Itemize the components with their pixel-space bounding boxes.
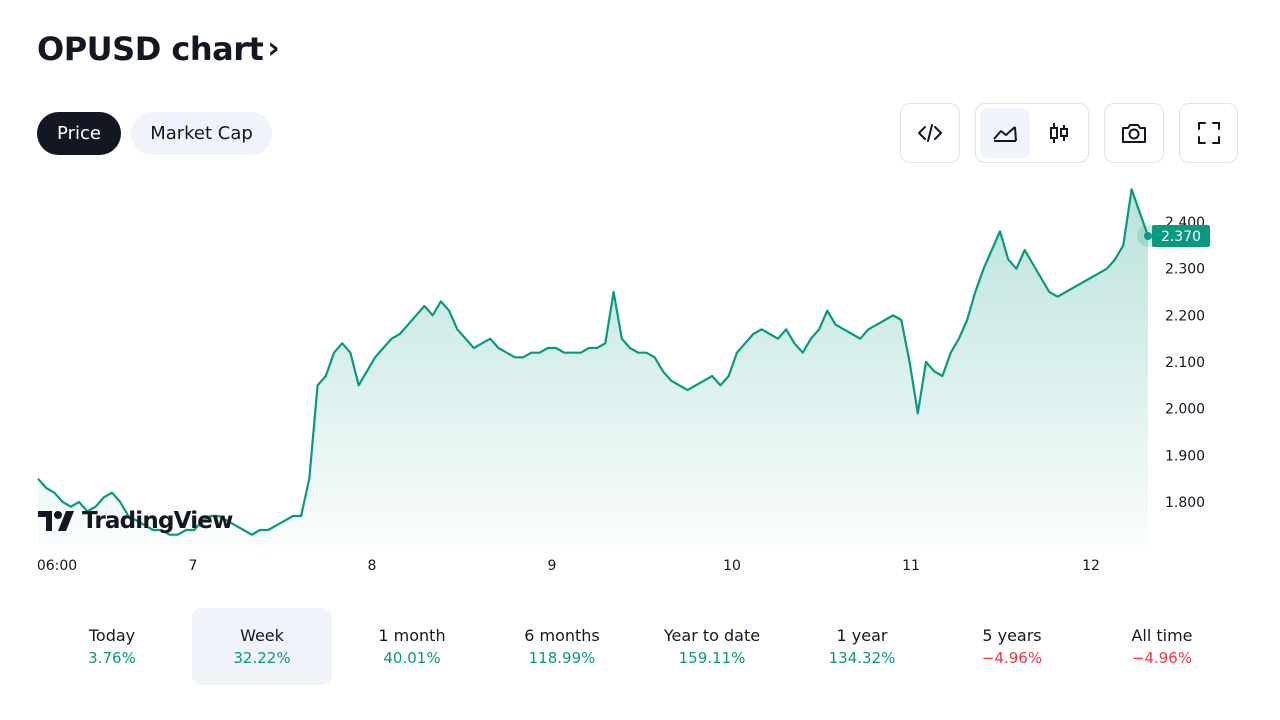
candlestick-chart-button[interactable] <box>1034 108 1084 158</box>
period-selector: Today 3.76% Week 32.22% 1 month 40.01% 6… <box>42 608 1242 685</box>
period-label: 1 month <box>378 626 446 645</box>
x-tick-label: 11 <box>902 558 920 574</box>
last-price-label: 2.370 <box>1161 229 1201 245</box>
page-title[interactable]: OPUSD chart › <box>37 30 280 68</box>
area-chart-button[interactable] <box>980 108 1030 158</box>
camera-icon <box>1122 124 1146 143</box>
x-tick-label: 06:00 <box>37 558 77 574</box>
y-tick-label: 1.900 <box>1165 448 1205 464</box>
x-tick-label: 12 <box>1082 558 1100 574</box>
period-label: 5 years <box>982 626 1042 645</box>
y-tick-label: 2.000 <box>1165 402 1205 418</box>
area-fill <box>38 189 1148 546</box>
snapshot-button[interactable] <box>1104 103 1164 163</box>
period-change: 134.32% <box>828 649 896 667</box>
x-tick-label: 9 <box>548 558 557 574</box>
tab-market-cap[interactable]: Market Cap <box>131 112 272 155</box>
chart-style-group <box>975 103 1089 163</box>
period-change: 159.11% <box>678 649 746 667</box>
period-1-year[interactable]: 1 year 134.32% <box>792 608 932 685</box>
x-tick-label: 7 <box>189 558 198 574</box>
period-all-time[interactable]: All time −4.96% <box>1092 608 1232 685</box>
price-line <box>37 188 1150 536</box>
tradingview-logo-text: TradingView <box>82 508 233 534</box>
period-change: 32.22% <box>233 649 291 667</box>
tab-price-label: Price <box>57 123 101 144</box>
period-change: −4.96% <box>1131 649 1193 667</box>
period-6-months[interactable]: 6 months 118.99% <box>492 608 632 685</box>
chart-title: OPUSD chart <box>37 30 264 68</box>
tradingview-logo-icon <box>38 511 74 531</box>
last-price-label-bg <box>1152 225 1210 247</box>
period-5-years[interactable]: 5 years −4.96% <box>942 608 1082 685</box>
x-tick-label: 10 <box>723 558 741 574</box>
period-1-month[interactable]: 1 month 40.01% <box>342 608 482 685</box>
period-change: 40.01% <box>383 649 441 667</box>
fullscreen-icon <box>1197 122 1220 144</box>
y-tick-label: 2.300 <box>1165 262 1205 278</box>
candlestick-icon <box>1050 123 1068 143</box>
period-label: 1 year <box>836 626 888 645</box>
tradingview-logo[interactable]: TradingView <box>38 508 233 534</box>
period-label: 6 months <box>524 626 600 645</box>
period-label: All time <box>1131 626 1193 645</box>
y-tick-label: 2.100 <box>1165 355 1205 371</box>
period-change: 118.99% <box>528 649 596 667</box>
x-tick-label: 8 <box>368 558 377 574</box>
period-year-to-date[interactable]: Year to date 159.11% <box>642 608 782 685</box>
embed-code-icon <box>918 124 942 142</box>
last-price-dot <box>1144 232 1152 240</box>
chevron-right-icon: › <box>267 30 280 66</box>
area-chart-icon <box>993 126 1017 142</box>
period-change: −4.96% <box>981 649 1043 667</box>
fullscreen-button[interactable] <box>1179 103 1238 163</box>
y-tick-label: 1.800 <box>1165 495 1205 511</box>
period-week[interactable]: Week 32.22% <box>192 608 332 685</box>
tab-market-cap-label: Market Cap <box>150 123 253 144</box>
period-label: Today <box>88 626 136 645</box>
period-change: 3.76% <box>88 649 136 667</box>
tab-price[interactable]: Price <box>37 112 121 155</box>
period-label: Year to date <box>663 626 761 645</box>
embed-button[interactable] <box>900 103 960 163</box>
period-today[interactable]: Today 3.76% <box>42 608 182 685</box>
period-label: Week <box>240 626 284 645</box>
y-tick-label: 2.200 <box>1165 308 1205 324</box>
